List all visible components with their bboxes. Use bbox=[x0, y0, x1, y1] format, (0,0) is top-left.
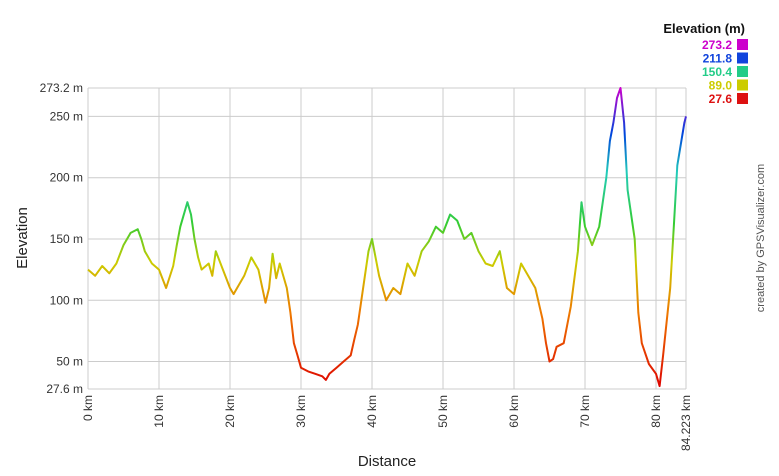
y-tick-label: 50 m bbox=[56, 355, 83, 369]
legend-entry-label: 211.8 bbox=[703, 52, 733, 66]
y-tick-labels: 27.6 m 50 m 100 m 150 m 200 m 250 m 273.2 m bbox=[40, 81, 83, 396]
legend-title: Elevation (m) bbox=[663, 21, 745, 36]
y-tick-label: 100 m bbox=[50, 293, 83, 307]
x-tick-label: 84.223 km bbox=[679, 395, 693, 451]
elevation-line bbox=[87, 87, 687, 388]
credit-text: created by GPSVisualizer.com bbox=[755, 164, 767, 312]
x-tick-label: 80 km bbox=[649, 395, 663, 428]
x-tick-labels: 0 km 10 km 20 km 30 km 40 km 50 km 60 km 70 km 8… bbox=[81, 395, 693, 451]
x-tick-label: 60 km bbox=[507, 395, 521, 428]
x-tick-label: 70 km bbox=[578, 395, 592, 428]
y-tick-label: 150 m bbox=[50, 232, 83, 246]
x-tick-label: 0 km bbox=[81, 395, 95, 421]
legend-swatch bbox=[737, 52, 748, 64]
legend-swatch bbox=[737, 79, 748, 91]
y-tick-label: 250 m bbox=[50, 109, 83, 123]
x-tick-label: 30 km bbox=[294, 395, 308, 428]
x-tick-label: 50 km bbox=[436, 395, 450, 428]
y-tick-label: 200 m bbox=[50, 171, 83, 185]
x-tick-label: 20 km bbox=[223, 395, 237, 428]
x-axis-title: Distance bbox=[358, 453, 416, 470]
legend-swatch bbox=[737, 39, 748, 50]
legend-swatch bbox=[737, 66, 748, 77]
legend-entry-label: 273.2 bbox=[702, 38, 732, 52]
legend-swatch bbox=[737, 93, 748, 104]
y-tick-label: 273.2 m bbox=[40, 81, 83, 95]
legend-entry-label: 89.0 bbox=[709, 79, 733, 93]
y-axis-title: Elevation bbox=[14, 207, 31, 269]
x-tick-label: 40 km bbox=[365, 395, 379, 428]
y-tick-label: 27.6 m bbox=[46, 382, 83, 396]
x-tick-label: 10 km bbox=[152, 395, 166, 428]
legend-entry-label: 27.6 bbox=[709, 92, 733, 106]
legend-entry-label: 150.4 bbox=[702, 65, 732, 79]
